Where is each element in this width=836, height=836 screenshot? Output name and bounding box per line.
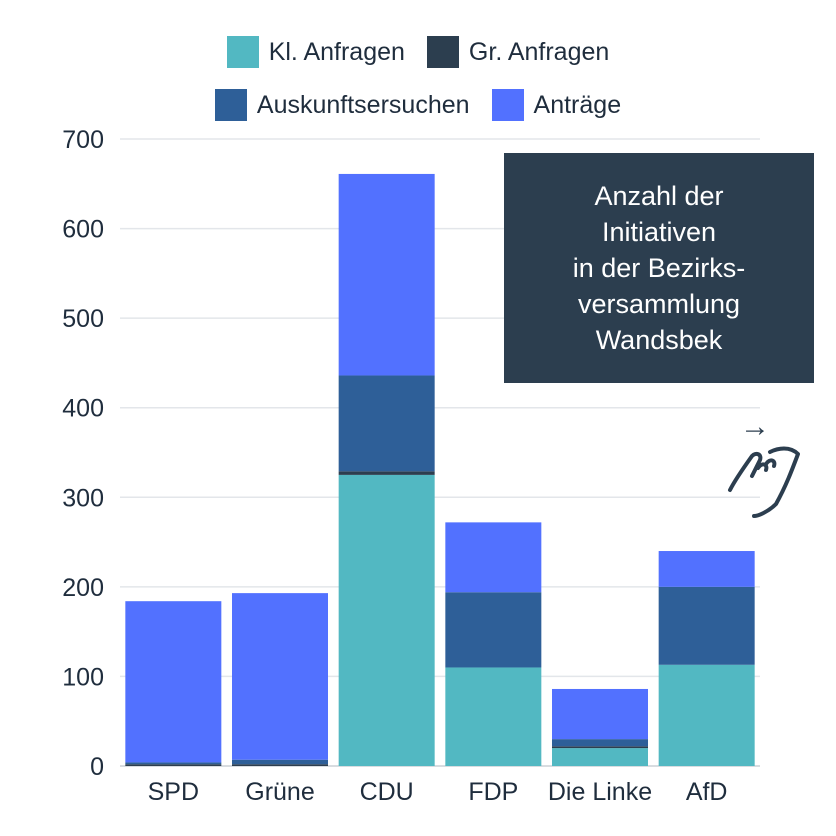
bars	[125, 173, 755, 766]
legend-item: Anträge	[491, 89, 622, 121]
legend-swatch	[491, 89, 524, 121]
y-tick-label: 100	[62, 663, 104, 691]
bar-segment	[232, 764, 328, 766]
bar-segment	[445, 522, 542, 593]
y-tick-label: 700	[62, 126, 104, 154]
y-axis-ticks: 0 100 200 300 400 500 600 700	[62, 126, 104, 781]
chart-annotation-box: Anzahl der Initiativen in der Bezirks- v…	[504, 153, 814, 383]
x-axis-ticks: SPD Grüne CDU FDP Die Linke AfD	[148, 778, 728, 806]
bar-segment	[338, 375, 435, 472]
bar-segment	[125, 764, 222, 766]
legend-swatch	[426, 36, 459, 68]
legend-label: Gr. Anfragen	[468, 37, 610, 66]
x-tick-label: CDU	[360, 778, 414, 806]
y-tick-label: 500	[62, 305, 104, 333]
legend-swatch	[226, 36, 259, 68]
y-tick-label: 600	[62, 216, 104, 244]
legend-row-1: Kl. Anfragen Gr. Anfragen	[0, 36, 836, 68]
bar-segment	[338, 471, 435, 475]
swipe-hand-icon: →	[728, 410, 800, 518]
annotation-text: Anzahl der Initiativen in der Bezirks- v…	[572, 181, 746, 355]
bar-segment	[232, 759, 328, 765]
bar-segment	[445, 592, 542, 668]
legend-label: Auskunftsersuchen	[256, 90, 470, 119]
bar-segment	[552, 746, 648, 749]
y-tick-label: 200	[62, 574, 104, 602]
legend-label: Kl. Anfragen	[268, 37, 405, 66]
bar-segment	[338, 173, 435, 376]
bar-segment	[125, 601, 222, 763]
y-tick-label: 400	[62, 395, 104, 423]
legend-swatch	[214, 89, 247, 121]
legend-label: Anträge	[533, 90, 622, 119]
legend-row-2: Auskunftsersuchen Anträge	[0, 89, 836, 121]
swipe-hint: →	[718, 410, 808, 522]
legend-item: Kl. Anfragen	[226, 36, 405, 68]
legend-item: Auskunftsersuchen	[214, 89, 470, 121]
bar-segment	[552, 748, 648, 766]
bar-segment	[445, 667, 542, 766]
y-tick-label: 300	[62, 484, 104, 512]
bar-segment	[552, 739, 648, 747]
x-tick-label: Die Linke	[548, 778, 652, 806]
bar-segment	[338, 474, 435, 766]
x-tick-label: SPD	[148, 778, 199, 806]
bar-segment	[125, 762, 222, 765]
x-tick-label: AfD	[686, 778, 728, 806]
bar-segment	[658, 586, 755, 665]
gridlines	[120, 138, 760, 767]
legend-item: Gr. Anfragen	[426, 36, 610, 68]
y-tick-label: 0	[90, 753, 104, 781]
x-tick-label: Grüne	[245, 778, 314, 806]
bar-segment	[658, 551, 755, 587]
bar-segment	[552, 688, 648, 740]
arrow-right-icon: →	[740, 412, 770, 443]
bar-segment	[232, 593, 328, 760]
bar-segment	[658, 664, 755, 766]
x-tick-label: FDP	[468, 778, 518, 806]
